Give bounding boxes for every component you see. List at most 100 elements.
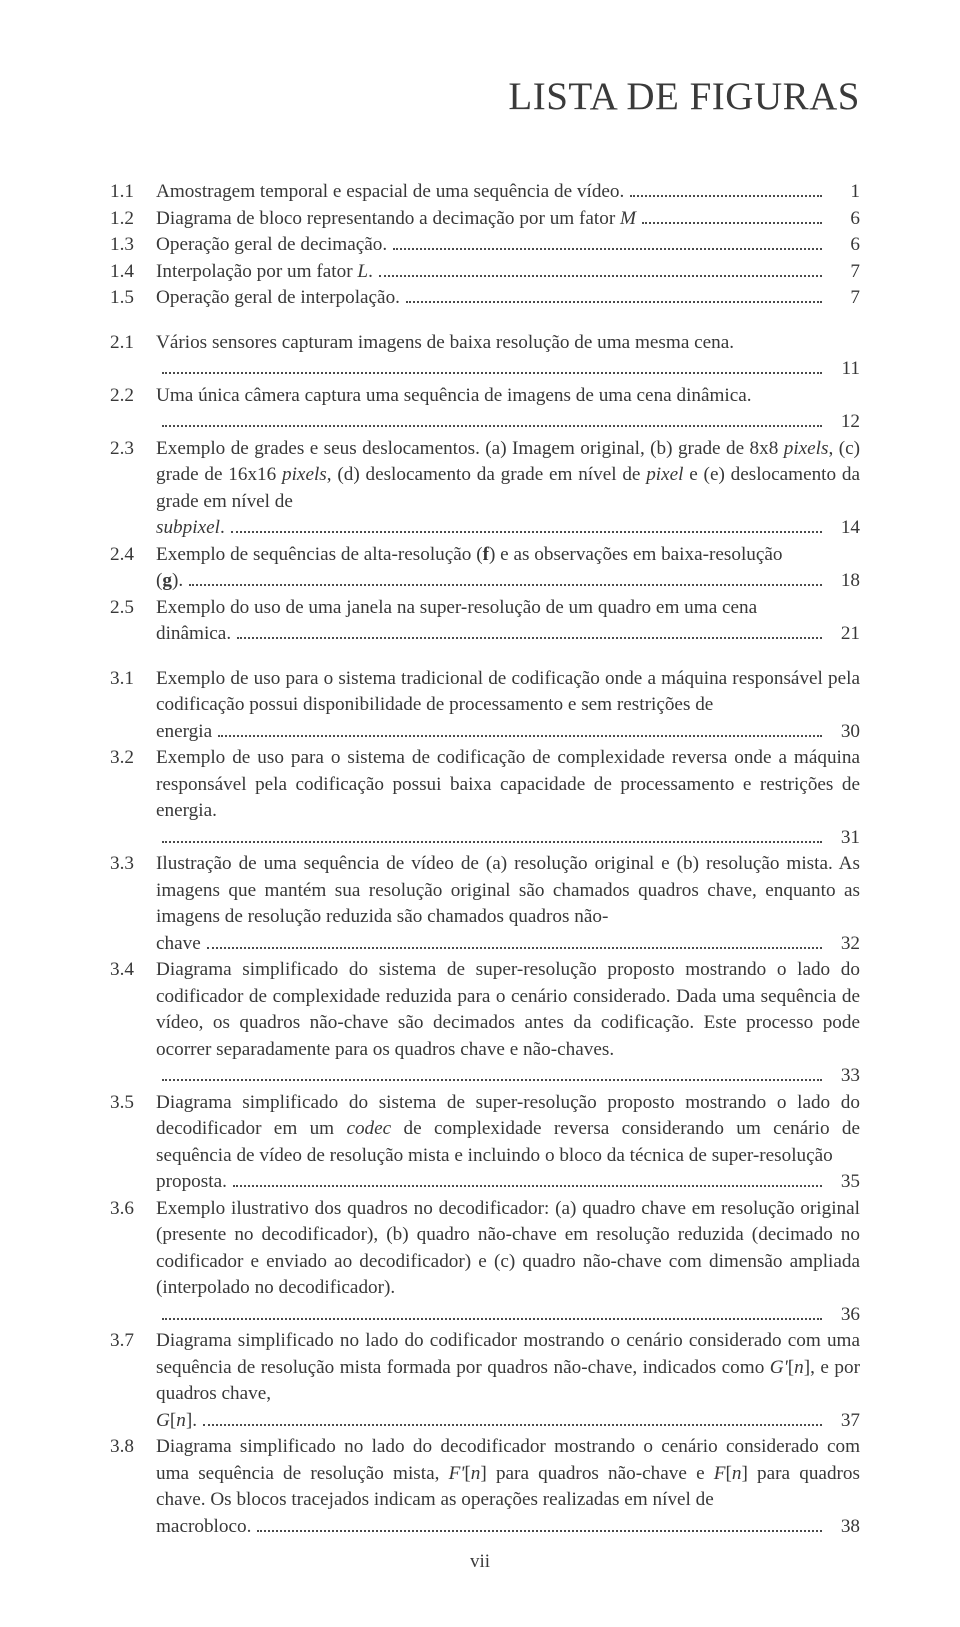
lof-entry-number: 1.3 bbox=[110, 232, 156, 259]
lof-entry-lastline: 12 bbox=[156, 409, 860, 436]
lof-entry-page: 7 bbox=[828, 285, 860, 312]
lof-entry-number: 3.8 bbox=[110, 1434, 156, 1461]
lof-entry-text: Exemplo de uso para o sistema de codific… bbox=[156, 745, 860, 851]
lof-entry-text: Amostragem temporal e espacial de uma se… bbox=[156, 179, 860, 206]
lof-entry-lead: Diagrama simplificado no lado do codific… bbox=[156, 1330, 860, 1404]
lof-leader-dots bbox=[642, 209, 822, 223]
lof-entry-text: Operação geral de interpolação. 7 bbox=[156, 285, 860, 312]
lof-entry-lead: Exemplo de grades e seus deslocamentos. … bbox=[156, 438, 860, 512]
lof-entry-tail: (g). bbox=[156, 568, 183, 595]
lof-leader-dots bbox=[406, 289, 822, 303]
lof-leader-dots bbox=[237, 625, 822, 639]
lof-entry-lead: Exemplo do uso de uma janela na super-re… bbox=[156, 597, 757, 618]
lof-entry-text: Operação geral de decimação. 6 bbox=[156, 232, 860, 259]
lof-entry-page: 35 bbox=[828, 1169, 860, 1196]
lof-entry: 1.4Interpolação por um fator L.7 bbox=[110, 259, 860, 286]
lof-entry-page: 38 bbox=[828, 1514, 860, 1541]
lof-block: 1.1Amostragem temporal e espacial de uma… bbox=[110, 179, 860, 312]
lof-entry-text-inline: Amostragem temporal e espacial de uma se… bbox=[156, 179, 624, 206]
lof-block: 2.1Vários sensores capturam imagens de b… bbox=[110, 330, 860, 648]
lof-entry-lastline: proposta. 35 bbox=[156, 1169, 860, 1196]
lof-entry-tail: energia bbox=[156, 719, 212, 746]
lof-entry-lead: Exemplo de uso para o sistema de codific… bbox=[156, 747, 860, 821]
lof-leader-dots bbox=[630, 183, 822, 197]
lof-leader-dots bbox=[233, 1173, 822, 1187]
lof-entry-page: 33 bbox=[828, 1063, 860, 1090]
lof-entry: 3.2Exemplo de uso para o sistema de codi… bbox=[110, 745, 860, 851]
lof-entry: 2.4Exemplo de sequências de alta-resoluç… bbox=[110, 542, 860, 595]
lof-entry-lead: Diagrama simplificado do sistema de supe… bbox=[156, 959, 860, 1060]
lof-entry-lead: Exemplo ilustrativo dos quadros no decod… bbox=[156, 1198, 860, 1299]
lof-entry-page: 12 bbox=[828, 409, 860, 436]
lof-entry-lead: Exemplo de uso para o sistema tradiciona… bbox=[156, 668, 860, 716]
lof-entry-lastline: chave32 bbox=[156, 931, 860, 958]
lof-entry-lead: Vários sensores capturam imagens de baix… bbox=[156, 332, 734, 353]
lof-leader-dots bbox=[231, 519, 822, 533]
lof-entry-number: 2.5 bbox=[110, 595, 156, 622]
lof-entry-text: Diagrama simplificado do sistema de supe… bbox=[156, 957, 860, 1090]
lof-entry: 2.1Vários sensores capturam imagens de b… bbox=[110, 330, 860, 383]
lof-entry-page: 36 bbox=[828, 1302, 860, 1329]
lof-entry-lead: Exemplo de sequências de alta-resolução … bbox=[156, 544, 783, 565]
lof-entry: 3.4Diagrama simplificado do sistema de s… bbox=[110, 957, 860, 1090]
page-title: LISTA DE FIGURAS bbox=[110, 74, 860, 119]
lof-entry-text: Vários sensores capturam imagens de baix… bbox=[156, 330, 860, 383]
lof-entry-lastline: 11 bbox=[156, 356, 860, 383]
lof-entry: 3.7Diagrama simplificado no lado do codi… bbox=[110, 1328, 860, 1434]
lof-entry-lead: Diagrama simplificado no lado do decodif… bbox=[156, 1436, 860, 1510]
lof-entry-text: Exemplo ilustrativo dos quadros no decod… bbox=[156, 1196, 860, 1329]
lof-entry: 2.2Uma única câmera captura uma sequênci… bbox=[110, 383, 860, 436]
lof-entry-page: 7 bbox=[828, 259, 860, 286]
lof-entry-text: Exemplo de grades e seus deslocamentos. … bbox=[156, 436, 860, 542]
lof-entry-number: 2.3 bbox=[110, 436, 156, 463]
lof-entry-lastline: 31 bbox=[156, 825, 860, 852]
lof-entry-number: 3.5 bbox=[110, 1090, 156, 1117]
lof-entry-number: 3.3 bbox=[110, 851, 156, 878]
lof-leader-dots bbox=[257, 1517, 822, 1531]
lof-leader-dots bbox=[189, 572, 822, 586]
lof-entry-text-inline: Diagrama de bloco representando a decima… bbox=[156, 206, 636, 233]
lof-entry-number: 1.4 bbox=[110, 259, 156, 286]
document-page: LISTA DE FIGURAS 1.1Amostragem temporal … bbox=[0, 0, 960, 1627]
lof-entry-tail: dinâmica. bbox=[156, 621, 231, 648]
lof-block: 3.1Exemplo de uso para o sistema tradici… bbox=[110, 666, 860, 1541]
lof-leader-dots bbox=[162, 1305, 822, 1319]
lof-entry-lastline: 36 bbox=[156, 1302, 860, 1329]
lof-entry-tail: G[n]. bbox=[156, 1408, 197, 1435]
lof-entry-text-inline: Operação geral de decimação. bbox=[156, 232, 387, 259]
lof-entry-tail: proposta. bbox=[156, 1169, 227, 1196]
lof-leader-dots bbox=[162, 360, 822, 374]
lof-entry-page: 6 bbox=[828, 232, 860, 259]
lof-entry: 3.6Exemplo ilustrativo dos quadros no de… bbox=[110, 1196, 860, 1329]
lof-entry-tail: macrobloco. bbox=[156, 1514, 251, 1541]
lof-entry-lead: Diagrama simplificado do sistema de supe… bbox=[156, 1092, 860, 1166]
lof-entry-page: 30 bbox=[828, 719, 860, 746]
lof-entry-number: 1.5 bbox=[110, 285, 156, 312]
lof-entry-text: Interpolação por um fator L.7 bbox=[156, 259, 860, 286]
lof-entry-number: 2.1 bbox=[110, 330, 156, 357]
lof-entry-page: 21 bbox=[828, 621, 860, 648]
lof-entry: 2.3Exemplo de grades e seus deslocamento… bbox=[110, 436, 860, 542]
lof-entry-number: 3.4 bbox=[110, 957, 156, 984]
lof-entry-number: 3.2 bbox=[110, 745, 156, 772]
lof-entry-text: Diagrama simplificado no lado do decodif… bbox=[156, 1434, 860, 1540]
lof-entry-number: 1.1 bbox=[110, 179, 156, 206]
lof-entry-page: 1 bbox=[828, 179, 860, 206]
lof-entry: 2.5Exemplo do uso de uma janela na super… bbox=[110, 595, 860, 648]
lof-entry-number: 2.2 bbox=[110, 383, 156, 410]
lof-entry-text: Ilustração de uma sequência de vídeo de … bbox=[156, 851, 860, 957]
lof-entry-text: Diagrama de bloco representando a decima… bbox=[156, 206, 860, 233]
lof-entry-lastline: (g). 18 bbox=[156, 568, 860, 595]
list-of-figures: 1.1Amostragem temporal e espacial de uma… bbox=[110, 179, 860, 1540]
lof-entry-number: 1.2 bbox=[110, 206, 156, 233]
lof-entry-page: 37 bbox=[828, 1408, 860, 1435]
lof-leader-dots bbox=[162, 828, 822, 842]
lof-leader-dots bbox=[203, 1411, 822, 1425]
lof-entry-number: 3.6 bbox=[110, 1196, 156, 1223]
lof-leader-dots bbox=[379, 262, 822, 276]
lof-entry-lastline: 33 bbox=[156, 1063, 860, 1090]
lof-entry-text-inline: Operação geral de interpolação. bbox=[156, 285, 400, 312]
lof-entry-text: Diagrama simplificado no lado do codific… bbox=[156, 1328, 860, 1434]
lof-entry-text: Uma única câmera captura uma sequência d… bbox=[156, 383, 860, 436]
lof-entry-lastline: dinâmica. 21 bbox=[156, 621, 860, 648]
